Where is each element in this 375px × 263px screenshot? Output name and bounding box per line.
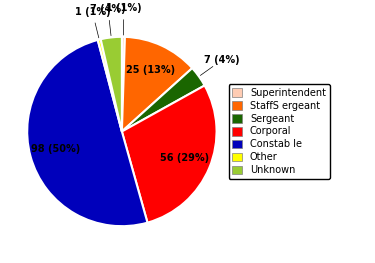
Text: 1 (1%): 1 (1%) (106, 3, 142, 13)
Wedge shape (122, 85, 216, 223)
Text: 56 (29%): 56 (29%) (160, 153, 209, 163)
Wedge shape (122, 68, 205, 132)
Text: 1 (1%): 1 (1%) (75, 7, 110, 17)
Wedge shape (122, 37, 125, 132)
Wedge shape (101, 37, 122, 132)
Text: 7 (4%): 7 (4%) (90, 4, 126, 14)
Text: 25 (13%): 25 (13%) (126, 65, 175, 75)
Legend: Superintendent, StaffS ergeant, Sergeant, Corporal, Constab le, Other, Unknown: Superintendent, StaffS ergeant, Sergeant… (228, 84, 330, 179)
Text: 7 (4%): 7 (4%) (204, 55, 240, 65)
Wedge shape (98, 39, 122, 132)
Wedge shape (27, 40, 147, 226)
Wedge shape (122, 37, 192, 132)
Text: 98 (50%): 98 (50%) (32, 144, 81, 154)
